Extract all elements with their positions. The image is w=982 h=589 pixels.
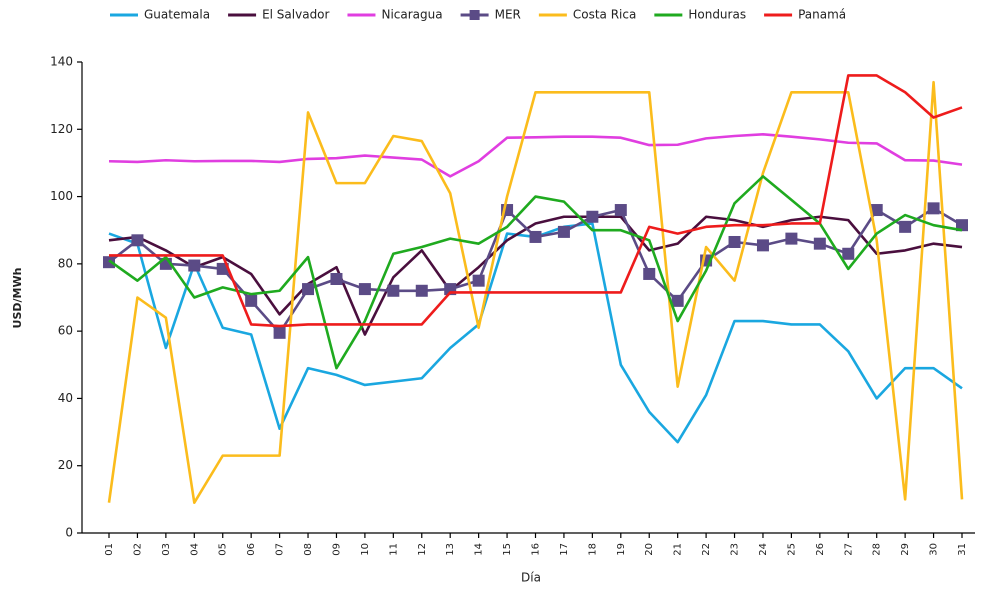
series-marker — [529, 230, 542, 243]
y-tick-label: 0 — [65, 526, 73, 540]
x-tick-label: 15 — [502, 543, 513, 556]
x-tick-label: 02 — [132, 543, 143, 556]
series-marker — [813, 237, 826, 250]
series-marker — [586, 210, 599, 223]
x-tick-label: 09 — [331, 543, 342, 556]
x-tick-label: 30 — [929, 543, 940, 556]
x-tick-label: 08 — [303, 543, 314, 556]
x-tick-label: 21 — [673, 543, 684, 556]
legend-label: Panamá — [798, 8, 846, 22]
x-tick-label: 22 — [701, 543, 712, 556]
x-tick-label: 03 — [161, 543, 172, 556]
x-tick-label: 19 — [616, 543, 627, 556]
x-tick-label: 04 — [189, 543, 200, 556]
y-tick-label: 140 — [50, 55, 73, 69]
y-tick-label: 120 — [50, 122, 73, 136]
legend-label: Nicaragua — [381, 8, 442, 22]
y-tick-label: 60 — [58, 324, 73, 338]
x-tick-label: 13 — [445, 543, 456, 556]
x-axis-label: Día — [521, 571, 541, 585]
series-line — [108, 222, 963, 444]
x-tick-label: 28 — [872, 543, 883, 556]
series-marker — [927, 202, 940, 215]
x-tick-label: 11 — [388, 543, 399, 556]
series-marker — [302, 283, 315, 296]
series-marker — [842, 247, 855, 260]
series-marker — [245, 294, 258, 307]
x-tick-label: 01 — [104, 543, 115, 556]
series-line — [108, 133, 963, 178]
x-tick-label: 14 — [474, 543, 485, 556]
series-marker — [188, 259, 201, 272]
x-tick-label: 27 — [843, 543, 854, 556]
series-marker — [472, 274, 485, 287]
x-tick-label: 10 — [360, 543, 371, 556]
series-marker — [671, 294, 684, 307]
series-marker — [899, 220, 912, 233]
series-marker — [557, 225, 570, 238]
legend-label: Honduras — [688, 8, 746, 22]
series-marker — [131, 234, 144, 247]
legend-label: Costa Rica — [573, 8, 636, 22]
series-marker — [415, 284, 428, 297]
x-tick-label: 16 — [531, 543, 542, 556]
x-tick-label: 17 — [559, 543, 570, 556]
series-marker — [956, 219, 968, 232]
x-tick-label: 24 — [758, 543, 769, 556]
legend-label: Guatemala — [144, 8, 210, 22]
x-tick-label: 23 — [730, 543, 741, 556]
y-tick-label: 20 — [58, 458, 73, 472]
x-tick-label: 07 — [275, 543, 286, 556]
series-marker — [643, 267, 656, 280]
series-marker — [330, 272, 343, 285]
series-marker — [501, 204, 514, 217]
series-marker — [728, 235, 741, 248]
x-tick-label: 29 — [900, 543, 911, 556]
legend-marker — [469, 10, 480, 20]
legend-label: MER — [495, 8, 521, 22]
x-tick-label: 12 — [417, 543, 428, 556]
series-marker — [614, 204, 627, 217]
series-marker — [273, 326, 286, 339]
x-tick-label: 31 — [957, 543, 968, 556]
x-tick-label: 05 — [218, 543, 229, 556]
series-line — [108, 207, 963, 335]
x-tick-label: 06 — [246, 543, 257, 556]
series-marker — [358, 283, 371, 296]
y-tick-label: 80 — [58, 256, 73, 270]
y-tick-label: 40 — [58, 391, 73, 405]
x-tick-label: 18 — [587, 543, 598, 556]
series-marker — [756, 239, 769, 252]
series-marker — [387, 284, 400, 297]
y-tick-label: 100 — [50, 189, 73, 203]
legend-label: El Salvador — [262, 8, 329, 22]
series-line — [107, 80, 964, 505]
series-marker — [103, 256, 115, 269]
series-line — [109, 74, 963, 328]
x-tick-label: 25 — [786, 543, 797, 556]
series-marker — [870, 204, 883, 217]
x-tick-label: 26 — [815, 543, 826, 556]
y-axis-label: USD/MWh — [11, 268, 24, 329]
x-tick-label: 20 — [644, 543, 655, 556]
series-marker — [785, 232, 798, 245]
